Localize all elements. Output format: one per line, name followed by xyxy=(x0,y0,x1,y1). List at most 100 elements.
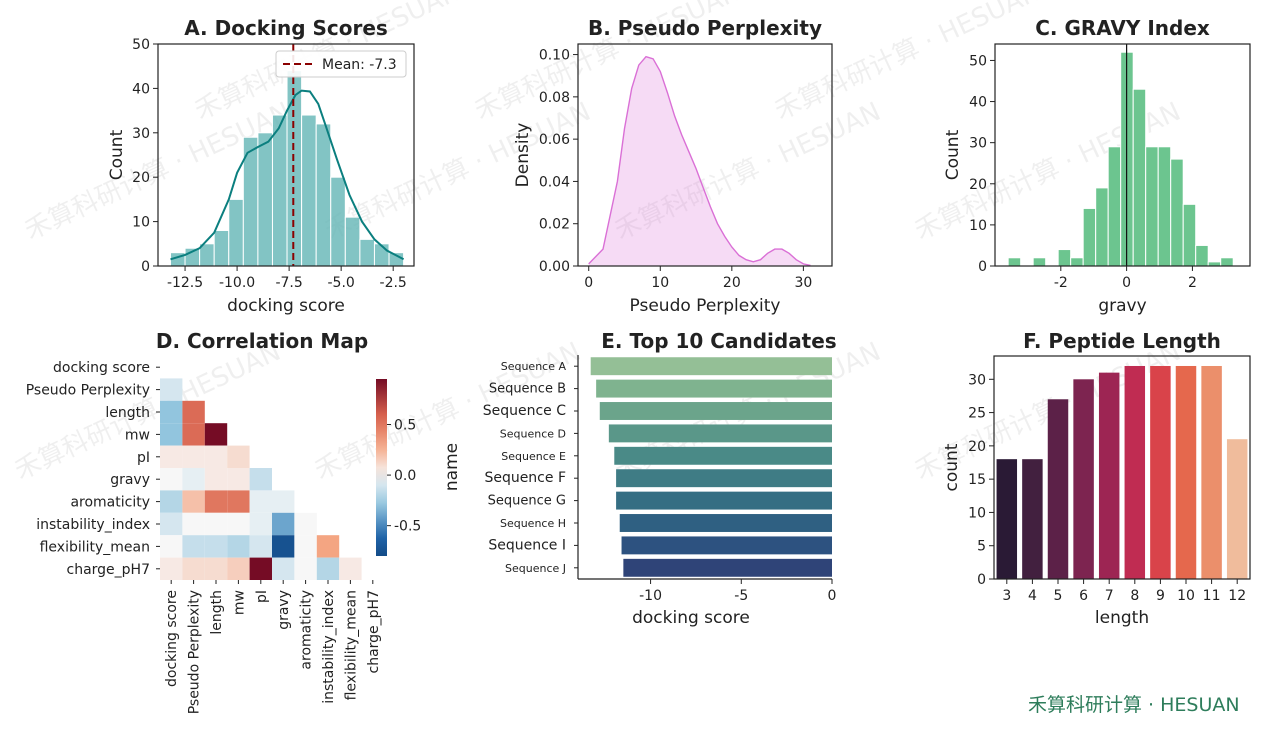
y-tick-label: Sequence E xyxy=(501,450,566,463)
candidate-bar xyxy=(619,514,832,532)
x-tick-label: -2.5 xyxy=(380,275,407,291)
length-bar xyxy=(1073,379,1094,579)
heatmap-cell xyxy=(204,490,228,513)
y-tick-label: gravy xyxy=(110,472,150,488)
heatmap-cell xyxy=(294,535,317,558)
x-tick-label: 0 xyxy=(584,275,593,291)
histogram-bar xyxy=(1170,158,1184,267)
panel-d-title: D. Correlation Map xyxy=(156,329,368,353)
y-tick-label: 30 xyxy=(969,136,987,152)
heatmap-cell xyxy=(204,557,228,580)
y-tick-label: 25 xyxy=(968,406,986,422)
heatmap-cell xyxy=(227,535,250,558)
heatmap-cell xyxy=(227,445,250,468)
legend: Mean: -7.3 xyxy=(275,50,407,78)
heatmap-cell xyxy=(160,512,183,536)
x-tick-label: -5 xyxy=(734,588,748,604)
y-tick-label: 20 xyxy=(132,170,150,186)
candidate-bar xyxy=(590,357,832,376)
panel-a-title: A. Docking Scores xyxy=(184,16,388,40)
heatmap-cell xyxy=(272,512,295,536)
panel-a-docking-scores: -12.5 -10.0 -7.5 -5.0 -2.5 0 10 20 30 40 50 docking… xyxy=(107,16,415,316)
heatmap-cell xyxy=(339,557,362,580)
y-tick-label: Sequence D xyxy=(500,427,566,440)
x-tick-label: -2 xyxy=(1054,275,1068,291)
colorbar xyxy=(376,379,387,556)
histogram-bar xyxy=(301,114,317,267)
x-tick-label: pI xyxy=(254,590,270,603)
heatmap-cell xyxy=(272,490,295,513)
heatmap-cell xyxy=(182,512,205,536)
length-bar xyxy=(1124,365,1146,579)
heatmap-cell xyxy=(294,512,317,536)
heatmap-cell xyxy=(182,468,205,491)
kde-line xyxy=(170,89,405,261)
y-tick-label: 0.00 xyxy=(539,259,570,275)
panel-b-pseudo-perplexity: 0 10 20 30 0.00 0.02 0.04 0.06 0.08 0.10 Pseudo Pe… xyxy=(513,16,833,316)
y-tick-label: 10 xyxy=(968,505,986,521)
y-axis-label: name xyxy=(442,443,462,491)
x-tick-label: flexibility_mean xyxy=(343,590,359,700)
heatmap-cell xyxy=(182,400,205,424)
histogram-bar xyxy=(228,198,244,267)
heatmap-cell xyxy=(316,535,340,558)
heatmap-cell xyxy=(204,512,228,536)
heatmap-cell xyxy=(249,512,272,536)
length-bar xyxy=(1175,365,1197,579)
heatmap-cell xyxy=(272,535,295,558)
y-tick-label: Sequence I xyxy=(488,537,566,553)
length-bar xyxy=(1150,365,1171,579)
x-tick-label: 10 xyxy=(1177,588,1195,604)
histogram-bar xyxy=(344,216,361,267)
y-tick-label: flexibility_mean xyxy=(40,539,150,555)
panel-e-title: E. Top 10 Candidates xyxy=(601,329,836,353)
histogram-bar xyxy=(1195,244,1209,267)
length-bar xyxy=(1201,365,1222,579)
colorbar-tick-label: 0.0 xyxy=(394,468,416,484)
panel-d-correlation-map: docking score docking score Pseudo Perplex… xyxy=(26,329,422,714)
x-tick-label: 6 xyxy=(1079,588,1088,604)
y-tick-label: pI xyxy=(137,450,150,466)
histogram-bar xyxy=(359,238,375,267)
x-tick-label: Pseudo Perplexity xyxy=(187,590,203,714)
candidate-bar xyxy=(616,491,832,510)
histogram-bar xyxy=(271,114,288,267)
y-tick-label: aromaticity xyxy=(70,495,150,511)
heatmap-cell xyxy=(204,423,228,446)
x-tick-label: 8 xyxy=(1130,588,1139,604)
x-tick-label: 10 xyxy=(651,275,669,291)
x-tick-label: 3 xyxy=(1002,588,1011,604)
legend-box xyxy=(275,50,407,78)
heatmap-cell xyxy=(160,557,183,580)
y-axis-label: count xyxy=(942,443,962,491)
panel-c-title: C. GRAVY Index xyxy=(1035,16,1210,40)
x-tick-label: -10 xyxy=(639,588,662,604)
x-tick-label: instability_index xyxy=(321,590,337,704)
density-line xyxy=(588,55,811,267)
x-tick-label: docking score xyxy=(164,590,180,687)
y-tick-label: 10 xyxy=(969,218,987,234)
y-axis-label: Density xyxy=(513,123,533,188)
histogram-bar xyxy=(1220,257,1234,267)
x-tick-label: -7.5 xyxy=(275,275,302,291)
brand-logo-text: 禾算科研计算 · HESUAN xyxy=(1028,694,1240,716)
heatmap-cell xyxy=(249,468,272,491)
x-tick-label: 0 xyxy=(1122,275,1131,291)
y-tick-label: Sequence F xyxy=(484,470,566,486)
y-tick-label: 0.02 xyxy=(539,217,570,233)
histogram-bar xyxy=(213,229,230,267)
y-tick-label: Sequence C xyxy=(483,403,567,419)
y-axis-label: Count xyxy=(107,129,127,180)
y-tick-label: length xyxy=(105,405,150,421)
heatmap-cell xyxy=(249,490,272,513)
heatmap-cell xyxy=(160,490,183,513)
panel-e-top-candidates: Sequence A Sequence B Sequence C Sequence D… xyxy=(442,329,837,628)
length-bar xyxy=(1098,372,1120,579)
x-tick-label: gravy xyxy=(276,590,292,630)
candidate-bar xyxy=(599,402,832,420)
y-tick-label: 30 xyxy=(968,372,986,388)
heatmap-cell xyxy=(249,557,272,580)
histogram-bar xyxy=(286,70,303,267)
x-tick-label: aromaticity xyxy=(299,590,315,670)
